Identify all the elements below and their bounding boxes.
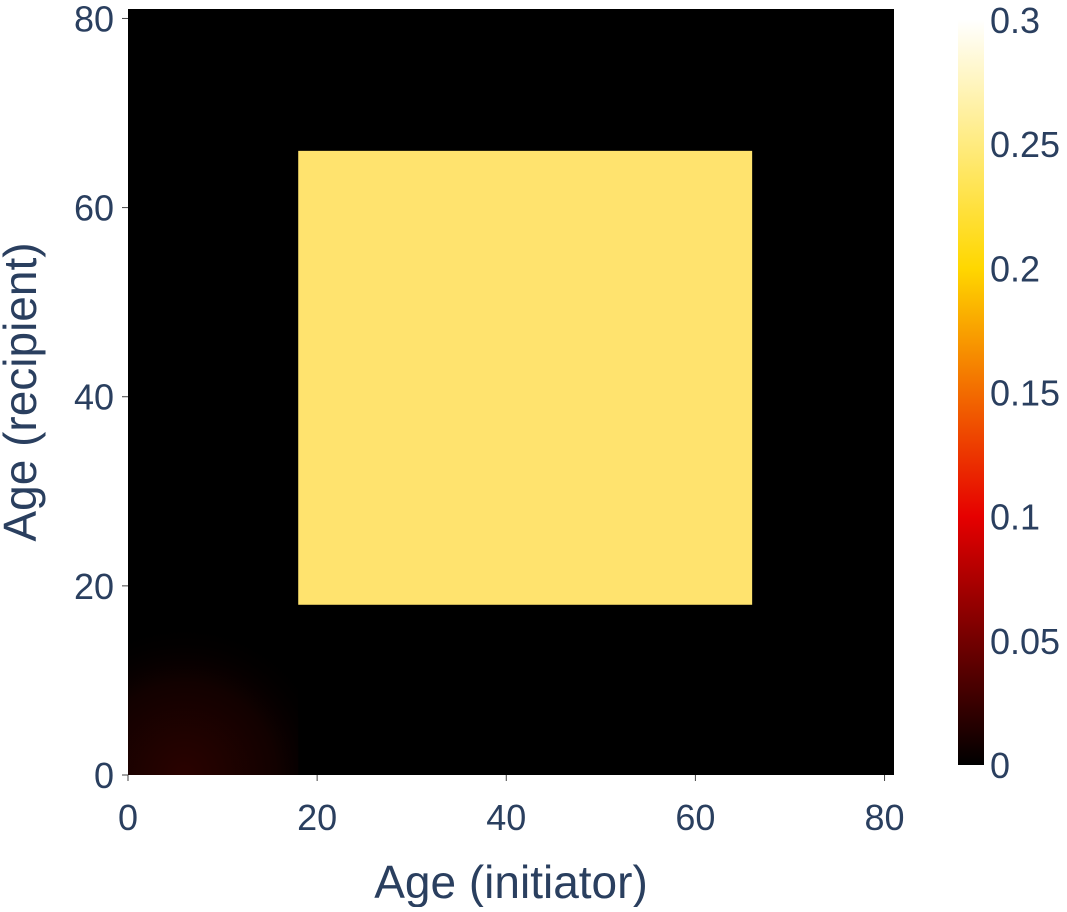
colorbar-tick-label: 0.25	[990, 124, 1060, 165]
heatmap-cell-children	[128, 604, 299, 775]
y-tick-label: 80	[74, 0, 114, 39]
y-tick-label: 0	[94, 755, 114, 796]
heatmap-cell-block	[298, 150, 753, 605]
colorbar-tick-label: 0.1	[990, 497, 1040, 538]
colorbar-tick-label: 0.2	[990, 248, 1040, 289]
y-tick-label: 60	[74, 188, 114, 229]
x-tick-label: 80	[865, 797, 905, 838]
y-axis-title: Age (recipient)	[0, 242, 46, 541]
y-tick-label: 40	[74, 377, 114, 418]
colorbar-tick-label: 0	[990, 745, 1010, 786]
x-tick-label: 20	[297, 797, 337, 838]
y-tick-label: 20	[74, 566, 114, 607]
colorbar-gradient	[958, 20, 984, 765]
colorbar-tick-label: 0.15	[990, 373, 1060, 414]
colorbar-tick-label: 0.3	[990, 0, 1040, 41]
x-tick-label: 0	[118, 797, 138, 838]
x-tick-label: 40	[486, 797, 526, 838]
x-axis-title: Age (initiator)	[374, 856, 648, 907]
x-tick-label: 60	[675, 797, 715, 838]
colorbar-tick-label: 0.05	[990, 621, 1060, 662]
